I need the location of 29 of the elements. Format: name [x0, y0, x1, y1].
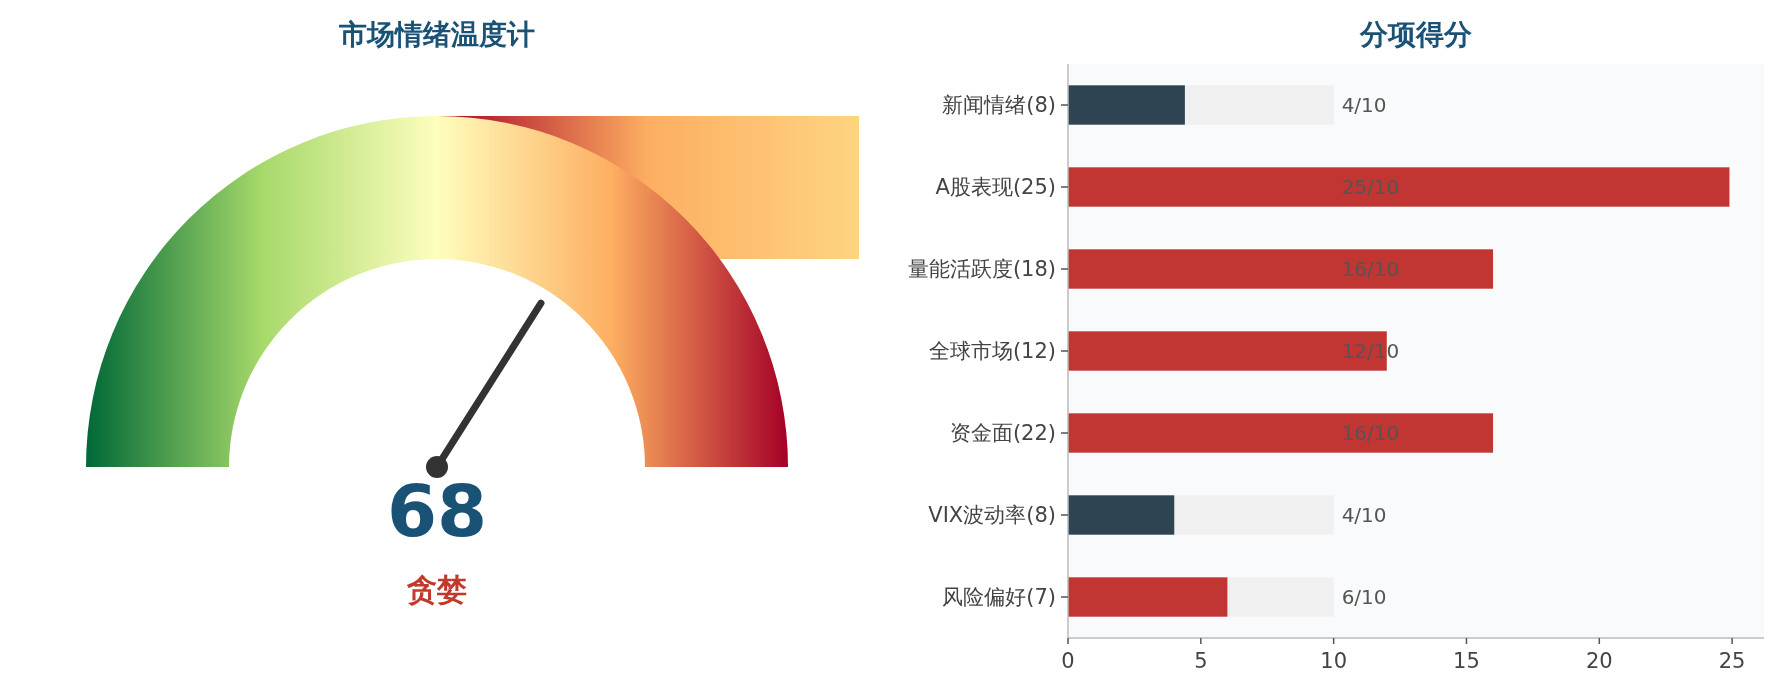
annotation: 4/10: [1341, 503, 1387, 527]
y-tick-label: 量能活跃度(18): [907, 257, 1056, 281]
y-tick-label: 风险偏好(7): [942, 585, 1056, 609]
x-tick-label: 25: [1718, 649, 1746, 673]
y-tick-label: 资金面(22): [949, 421, 1056, 445]
bar: [1068, 167, 1730, 207]
annotation: 16/10: [1341, 421, 1400, 445]
annotation: 6/10: [1341, 585, 1387, 609]
x-tick-label: 10: [1320, 649, 1348, 673]
x-tick-label: 0: [1061, 649, 1075, 673]
bar: [1068, 495, 1175, 535]
y-tick-label: 全球市场(12): [928, 339, 1056, 363]
bar: [1068, 413, 1494, 453]
bar: [1068, 577, 1228, 617]
x-tick-label: 20: [1585, 649, 1613, 673]
text: 贪婪: [406, 572, 467, 607]
y-tick-label: A股表现(25): [935, 175, 1056, 199]
y-tick-label: 新闻情绪(8): [942, 93, 1056, 117]
bar: [1068, 249, 1494, 289]
y-tick-label: VIX波动率(8): [928, 503, 1056, 527]
chart-title: 分项得分: [1359, 18, 1473, 51]
x-tick-label: 15: [1453, 649, 1480, 673]
text: 市场情绪温度计: [338, 18, 535, 51]
annotation: 4/10: [1341, 93, 1387, 117]
bar: [1068, 85, 1185, 125]
x-tick-label: 5: [1194, 649, 1208, 673]
annotation: 16/10: [1341, 257, 1400, 281]
annotation: 25/10: [1341, 175, 1400, 199]
data-label: 68: [386, 469, 488, 553]
